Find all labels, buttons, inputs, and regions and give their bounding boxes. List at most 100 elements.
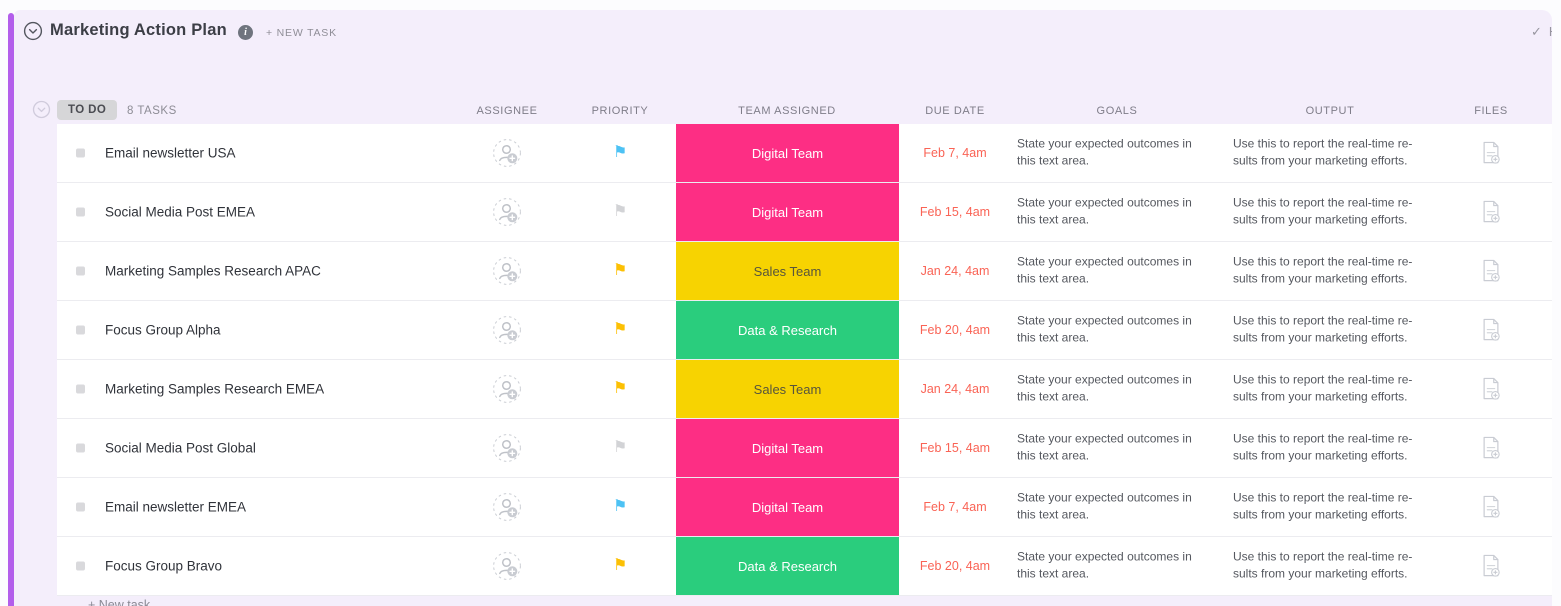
team-badge[interactable]: Sales Team — [676, 242, 899, 300]
task-table: Email newsletter USA ⚑ Digital Team Feb … — [57, 124, 1552, 596]
task-checkbox[interactable] — [76, 325, 85, 335]
task-row[interactable]: Email newsletter USA ⚑ Digital Team Feb … — [57, 124, 1552, 183]
task-row[interactable]: Marketing Samples Research APAC ⚑ Sales … — [57, 242, 1552, 301]
task-row[interactable]: Focus Group Bravo ⚑ Data & Research Feb … — [57, 537, 1552, 596]
team-badge[interactable]: Digital Team — [676, 478, 899, 536]
task-row[interactable]: Social Media Post EMEA ⚑ Digital Team Fe… — [57, 183, 1552, 242]
column-header-output[interactable]: OUTPUT — [1305, 105, 1355, 117]
priority-flag-yellow[interactable]: ⚑ — [613, 262, 628, 279]
team-badge[interactable]: Data & Research — [676, 301, 899, 359]
attach-file-button[interactable] — [1480, 200, 1502, 225]
goals-text[interactable]: State your expected outcomes in this tex… — [1017, 254, 1192, 286]
task-name[interactable]: Marketing Samples Research APAC — [105, 263, 321, 279]
column-header-assignee[interactable]: ASSIGNEE — [476, 105, 538, 117]
task-checkbox[interactable] — [76, 502, 85, 512]
output-text[interactable]: Use this to report the real-time re- sul… — [1233, 195, 1413, 227]
collapse-list-button[interactable] — [23, 21, 43, 41]
output-text[interactable]: Use this to report the real-time re- sul… — [1233, 136, 1413, 168]
task-row[interactable]: Marketing Samples Research EMEA ⚑ Sales … — [57, 360, 1552, 419]
assignee-add-button[interactable] — [492, 256, 522, 286]
priority-flag-blue[interactable]: ⚑ — [613, 144, 628, 161]
goals-text[interactable]: State your expected outcomes in this tex… — [1017, 195, 1192, 227]
due-date[interactable]: Feb 20, 4am — [919, 323, 991, 337]
team-badge[interactable]: Digital Team — [676, 419, 899, 477]
task-row[interactable]: Focus Group Alpha ⚑ Data & Research Feb … — [57, 301, 1552, 360]
goals-text[interactable]: State your expected outcomes in this tex… — [1017, 490, 1192, 522]
team-badge[interactable]: Digital Team — [676, 183, 899, 241]
priority-flag-yellow[interactable]: ⚑ — [613, 321, 628, 338]
group-status-badge[interactable]: TO DO — [57, 100, 118, 120]
attach-file-button[interactable] — [1480, 377, 1502, 402]
assignee-add-button[interactable] — [492, 492, 522, 522]
output-text[interactable]: Use this to report the real-time re- sul… — [1233, 490, 1413, 522]
due-date[interactable]: Feb 20, 4am — [919, 559, 991, 573]
team-badge[interactable]: Data & Research — [676, 537, 899, 595]
priority-flag-gray[interactable]: ⚑ — [613, 439, 628, 456]
team-badge[interactable]: Digital Team — [676, 124, 899, 182]
due-date[interactable]: Feb 7, 4am — [923, 146, 987, 160]
column-header-goals[interactable]: GOALS — [1096, 105, 1138, 117]
task-row[interactable]: Social Media Post Global ⚑ Digital Team … — [57, 419, 1552, 478]
due-date[interactable]: Jan 24, 4am — [920, 382, 990, 396]
output-text[interactable]: Use this to report the real-time re- sul… — [1233, 254, 1413, 286]
priority-flag-yellow[interactable]: ⚑ — [613, 557, 628, 574]
file-add-icon — [1483, 259, 1500, 282]
assignee-add-button[interactable] — [492, 197, 522, 227]
team-badge[interactable]: Sales Team — [676, 360, 899, 418]
task-checkbox[interactable] — [76, 266, 85, 276]
column-header-files[interactable]: FILES — [1474, 105, 1508, 117]
attach-file-button[interactable] — [1480, 318, 1502, 343]
goals-text[interactable]: State your expected outcomes in this tex… — [1017, 136, 1192, 168]
column-header-team-assigned[interactable]: TEAM ASSIGNED — [738, 105, 836, 117]
file-add-icon — [1483, 377, 1500, 400]
task-name[interactable]: Focus Group Alpha — [105, 322, 221, 338]
attach-file-button[interactable] — [1480, 436, 1502, 461]
task-checkbox[interactable] — [76, 207, 85, 217]
task-name[interactable]: Marketing Samples Research EMEA — [105, 381, 325, 397]
assignee-add-button[interactable] — [492, 551, 522, 581]
priority-flag-gray[interactable]: ⚑ — [613, 203, 628, 220]
collapse-group-button[interactable] — [32, 100, 51, 119]
task-row[interactable]: Email newsletter EMEA ⚑ Digital Team Feb… — [57, 478, 1552, 537]
goals-text[interactable]: State your expected outcomes in this tex… — [1017, 431, 1192, 463]
assignee-add-button[interactable] — [492, 374, 522, 404]
goals-text[interactable]: State your expected outcomes in this tex… — [1017, 372, 1192, 404]
task-name[interactable]: Social Media Post EMEA — [105, 204, 256, 220]
task-name[interactable]: Focus Group Bravo — [105, 558, 223, 574]
list-accent-bar — [8, 13, 14, 606]
task-checkbox[interactable] — [76, 384, 85, 394]
add-task-row[interactable]: + New task — [88, 598, 151, 606]
assignee-add-button[interactable] — [492, 433, 522, 463]
goals-text[interactable]: State your expected outcomes in this tex… — [1017, 313, 1192, 345]
output-text[interactable]: Use this to report the real-time re- sul… — [1233, 313, 1413, 345]
task-checkbox[interactable] — [76, 561, 85, 571]
due-date[interactable]: Feb 7, 4am — [923, 500, 987, 514]
attach-file-button[interactable] — [1480, 495, 1502, 520]
attach-file-button[interactable] — [1480, 259, 1502, 284]
output-text[interactable]: Use this to report the real-time re- sul… — [1233, 372, 1413, 404]
goals-text[interactable]: State your expected outcomes in this tex… — [1017, 549, 1192, 581]
task-name[interactable]: Social Media Post Global — [105, 440, 256, 456]
task-name[interactable]: Email newsletter USA — [105, 145, 236, 161]
due-date[interactable]: Jan 24, 4am — [920, 264, 990, 278]
due-date[interactable]: Feb 15, 4am — [919, 441, 991, 455]
column-header-priority[interactable]: PRIORITY — [591, 105, 649, 117]
attach-file-button[interactable] — [1480, 141, 1502, 166]
output-text[interactable]: Use this to report the real-time re- sul… — [1233, 549, 1413, 581]
task-checkbox[interactable] — [76, 443, 85, 453]
assignee-add-button[interactable] — [492, 138, 522, 168]
column-header-due-date[interactable]: DUE DATE — [925, 105, 985, 117]
task-name[interactable]: Email newsletter EMEA — [105, 499, 247, 515]
due-date[interactable]: Feb 15, 4am — [919, 205, 991, 219]
task-checkbox[interactable] — [76, 148, 85, 158]
chevron-down-circle-icon — [32, 100, 51, 119]
new-task-button[interactable]: + NEW TASK — [266, 27, 337, 39]
attach-file-button[interactable] — [1480, 554, 1502, 579]
assignee-add-button[interactable] — [492, 315, 522, 345]
info-icon[interactable]: i — [238, 25, 253, 40]
priority-flag-yellow[interactable]: ⚑ — [613, 380, 628, 397]
check-icon: ✓ — [1531, 24, 1542, 39]
output-text[interactable]: Use this to report the real-time re- sul… — [1233, 431, 1413, 463]
priority-flag-blue[interactable]: ⚑ — [613, 498, 628, 515]
